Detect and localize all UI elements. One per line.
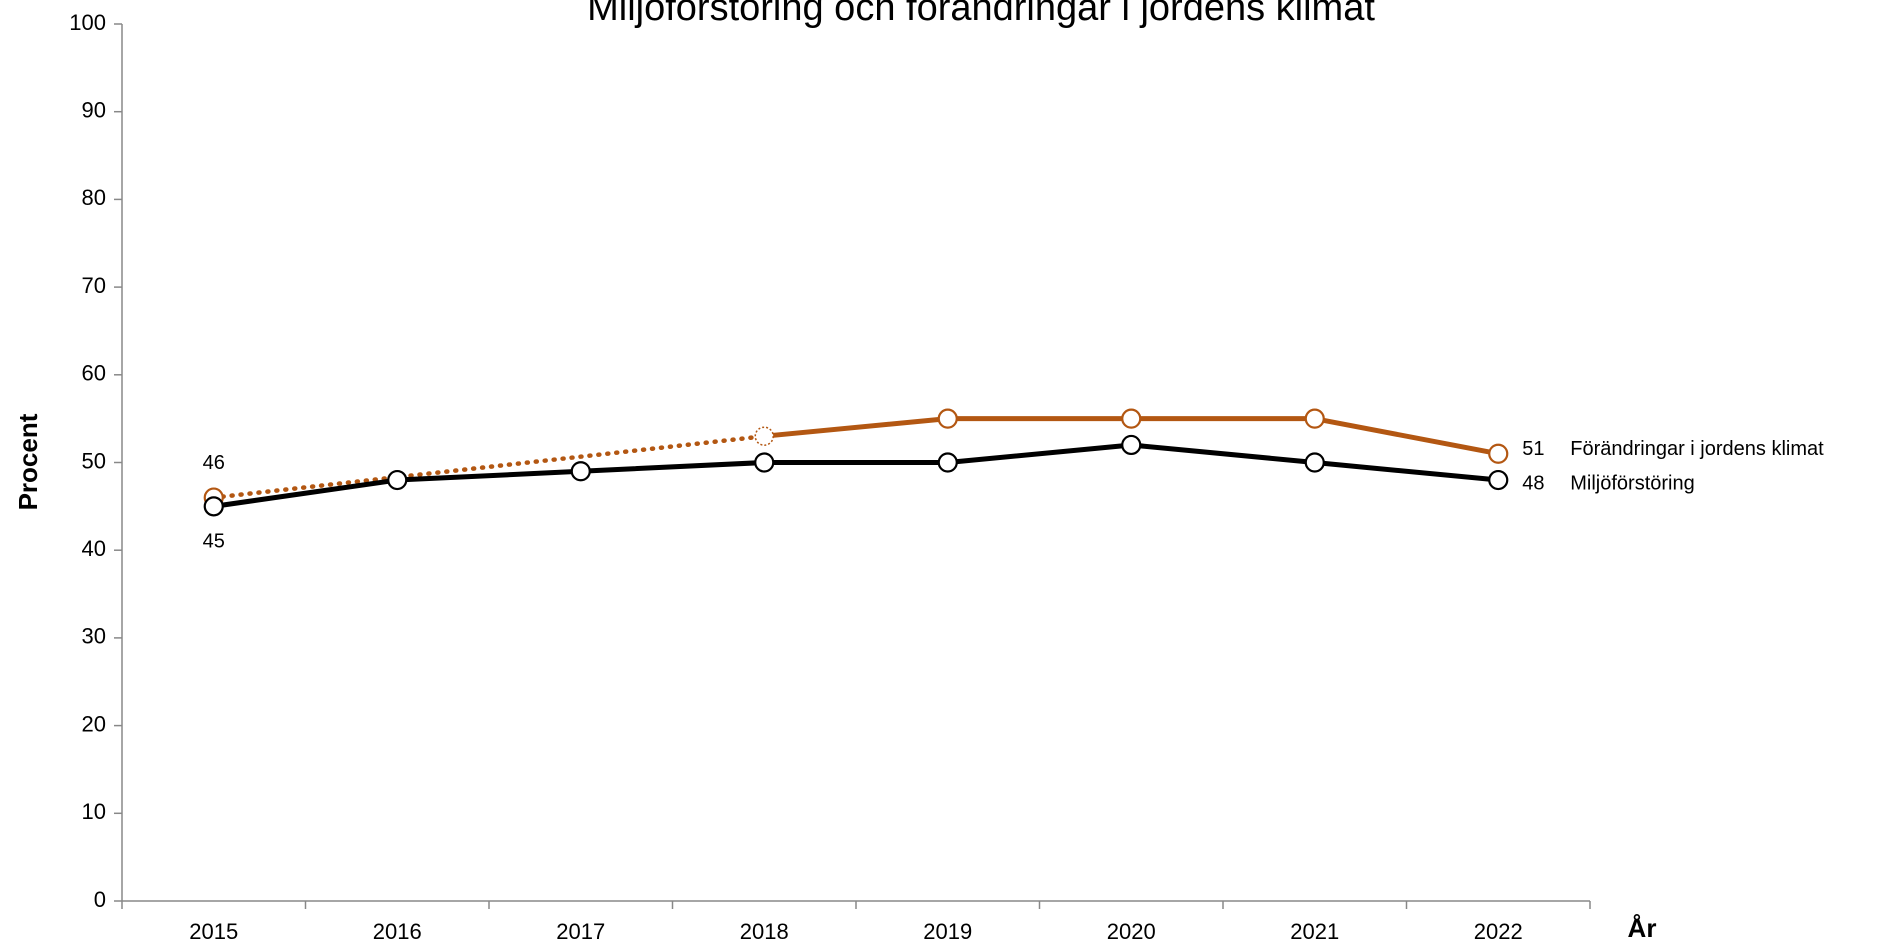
start-value-label: 46 bbox=[203, 452, 225, 474]
y-tick-label: 50 bbox=[82, 448, 106, 473]
x-axis-label: År bbox=[1628, 913, 1657, 943]
data-point bbox=[387, 469, 408, 491]
data-point bbox=[570, 461, 591, 482]
series-name: Miljöförstöring bbox=[1570, 472, 1694, 494]
chart-title: Miljöförstöring och förändringar i jorde… bbox=[587, 0, 1375, 29]
y-axis-label: Procent bbox=[13, 413, 43, 510]
data-point bbox=[1304, 408, 1325, 429]
data-point bbox=[1121, 434, 1142, 456]
data-point bbox=[754, 452, 775, 473]
y-tick-label: 30 bbox=[82, 624, 106, 649]
data-point bbox=[203, 496, 224, 517]
y-tick-label: 100 bbox=[69, 10, 106, 35]
x-tick-label: 2021 bbox=[1290, 919, 1339, 944]
series-line bbox=[213, 442, 1499, 509]
data-point bbox=[1304, 452, 1325, 473]
data-point bbox=[937, 408, 958, 429]
x-tick-label: 2022 bbox=[1474, 919, 1523, 944]
gap-connector bbox=[211, 433, 767, 500]
data-point bbox=[1488, 469, 1509, 491]
data-point bbox=[1121, 408, 1142, 429]
end-value-label: 51 bbox=[1522, 438, 1544, 460]
data-point bbox=[1488, 443, 1509, 464]
x-tick-label: 2015 bbox=[189, 919, 238, 944]
x-tick-label: 2019 bbox=[923, 919, 972, 944]
start-value-label: 45 bbox=[203, 531, 225, 553]
data-point bbox=[937, 452, 958, 473]
y-tick-label: 90 bbox=[82, 98, 106, 123]
end-value-label: 48 bbox=[1522, 472, 1544, 494]
y-tick-label: 80 bbox=[82, 185, 106, 210]
x-tick-label: 2017 bbox=[556, 919, 605, 944]
x-tick-label: 2016 bbox=[373, 919, 422, 944]
series-name: Förändringar i jordens klimat bbox=[1570, 438, 1824, 460]
y-tick-label: 20 bbox=[82, 711, 106, 736]
y-tick-label: 60 bbox=[82, 361, 106, 386]
x-tick-label: 2020 bbox=[1107, 919, 1156, 944]
y-tick-label: 40 bbox=[82, 536, 106, 561]
x-tick-label: 2018 bbox=[740, 919, 789, 944]
data-point bbox=[754, 426, 774, 446]
y-tick-label: 70 bbox=[82, 273, 106, 298]
y-tick-label: 10 bbox=[82, 799, 106, 824]
y-tick-label: 0 bbox=[94, 887, 106, 912]
